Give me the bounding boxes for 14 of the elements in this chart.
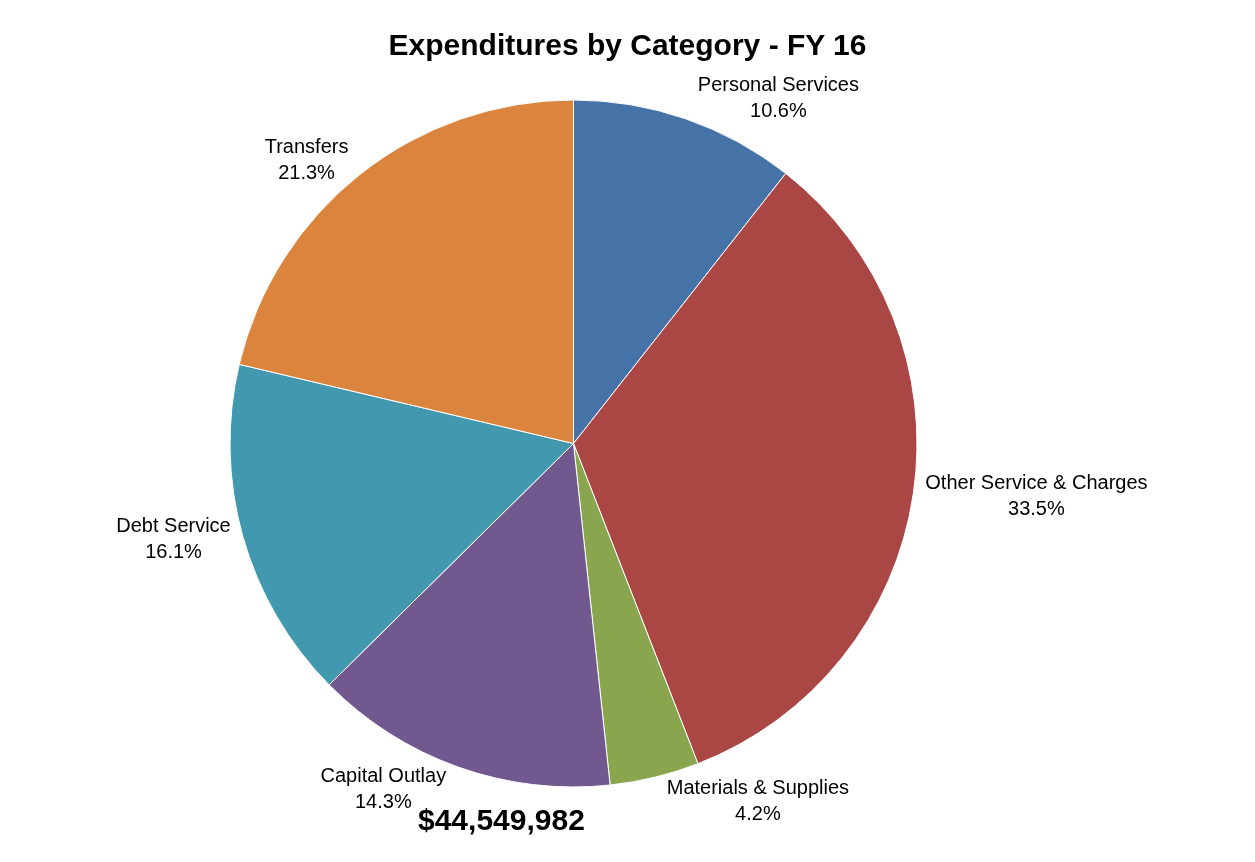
- slice-label: Debt Service: [116, 513, 231, 536]
- slice-label: Other Service & Charges: [925, 470, 1148, 493]
- data-label: 10.6%: [750, 99, 807, 122]
- data-label: 4.2%: [735, 801, 781, 824]
- chart-title: Expenditures by Category - FY 16: [388, 28, 867, 62]
- slice-label: Materials & Supplies: [666, 775, 850, 798]
- slice-label: Personal Services: [697, 73, 859, 96]
- text: $44,549,982: [418, 803, 585, 836]
- slice-label: Transfers: [264, 135, 349, 158]
- data-label: 21.3%: [278, 161, 336, 184]
- data-label: 33.5%: [1008, 496, 1065, 519]
- data-label: 14.3%: [354, 790, 412, 813]
- data-label: 16.1%: [145, 539, 203, 562]
- slice-label: Capital Outlay: [320, 764, 447, 787]
